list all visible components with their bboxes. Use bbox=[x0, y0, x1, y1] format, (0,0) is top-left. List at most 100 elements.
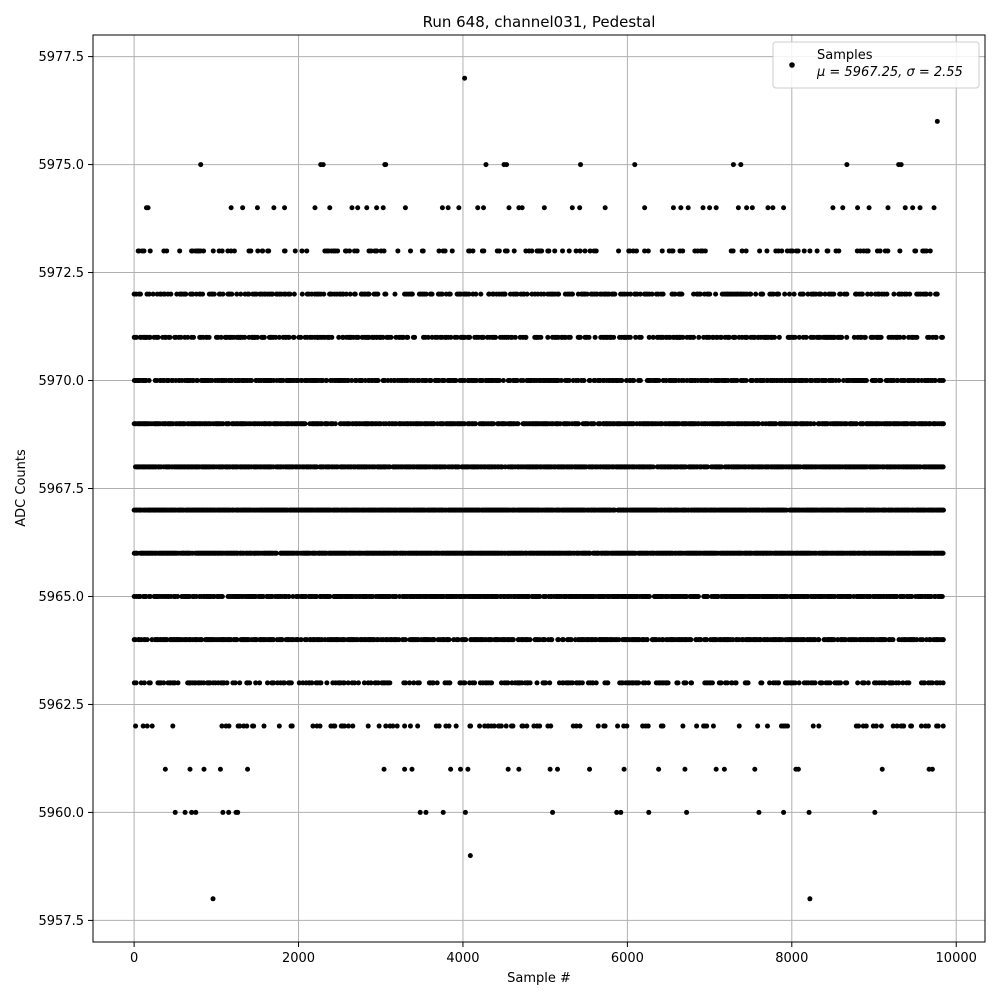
data-point bbox=[472, 680, 478, 686]
data-point bbox=[416, 680, 422, 686]
data-point bbox=[579, 680, 585, 686]
data-point bbox=[665, 680, 671, 686]
data-point bbox=[593, 680, 599, 686]
data-point bbox=[844, 334, 850, 340]
data-point bbox=[576, 421, 581, 427]
data-points bbox=[131, 75, 946, 902]
data-point bbox=[691, 334, 697, 340]
data-point bbox=[719, 464, 725, 470]
data-point bbox=[387, 680, 393, 686]
data-point bbox=[836, 378, 842, 384]
data-point bbox=[147, 680, 153, 686]
data-point bbox=[547, 680, 553, 686]
data-point bbox=[605, 680, 611, 686]
data-point bbox=[709, 680, 715, 686]
data-point bbox=[878, 378, 884, 384]
data-point bbox=[705, 464, 711, 470]
data-point bbox=[838, 680, 844, 686]
data-point bbox=[527, 680, 533, 686]
data-point bbox=[493, 334, 499, 340]
data-point bbox=[286, 593, 292, 599]
data-point bbox=[940, 507, 946, 513]
data-point bbox=[133, 680, 139, 686]
data-point bbox=[637, 378, 643, 384]
data-point bbox=[862, 334, 868, 340]
data-point bbox=[718, 680, 724, 686]
data-point bbox=[288, 680, 294, 686]
data-point bbox=[224, 680, 230, 686]
data-point bbox=[489, 680, 495, 686]
data-point bbox=[776, 680, 782, 686]
data-point bbox=[249, 378, 255, 384]
data-point bbox=[645, 680, 651, 686]
data-point bbox=[940, 637, 946, 643]
data-point bbox=[242, 334, 248, 340]
data-point bbox=[510, 637, 516, 643]
data-point bbox=[759, 680, 765, 686]
data-point bbox=[219, 593, 225, 599]
data-point bbox=[586, 334, 592, 340]
data-point bbox=[355, 680, 361, 686]
data-point bbox=[581, 378, 587, 384]
data-point bbox=[318, 680, 324, 686]
data-point bbox=[577, 334, 583, 340]
data-point bbox=[332, 421, 338, 427]
data-point bbox=[939, 334, 945, 340]
data-point bbox=[646, 593, 652, 599]
data-point bbox=[232, 680, 238, 686]
data-point bbox=[733, 680, 739, 686]
data-point bbox=[462, 680, 468, 686]
data-point bbox=[939, 593, 945, 599]
data-point bbox=[696, 334, 702, 340]
data-point bbox=[523, 334, 529, 340]
data-point bbox=[940, 464, 946, 470]
data-point bbox=[812, 680, 818, 686]
data-point bbox=[811, 421, 817, 427]
data-point bbox=[878, 334, 884, 340]
data-point bbox=[327, 593, 333, 599]
data-point bbox=[545, 334, 551, 340]
data-point bbox=[940, 550, 946, 556]
data-point bbox=[827, 680, 833, 686]
data-point bbox=[473, 421, 479, 427]
data-point bbox=[290, 593, 296, 599]
data-point bbox=[393, 593, 399, 599]
data-point bbox=[743, 378, 749, 384]
data-point bbox=[463, 637, 469, 643]
data-point bbox=[683, 680, 689, 686]
data-point bbox=[695, 593, 701, 599]
data-point bbox=[803, 334, 809, 340]
data-point bbox=[940, 421, 946, 427]
data-point bbox=[146, 378, 152, 384]
data-point bbox=[175, 680, 181, 686]
data-point bbox=[631, 378, 637, 384]
data-point bbox=[644, 637, 650, 643]
data-point bbox=[247, 680, 253, 686]
data-point bbox=[388, 334, 394, 340]
data-point bbox=[688, 637, 694, 643]
data-point bbox=[611, 334, 617, 340]
data-point bbox=[144, 637, 150, 643]
data-point bbox=[286, 334, 292, 340]
data-point bbox=[890, 637, 896, 643]
data-point bbox=[434, 680, 440, 686]
data-point bbox=[914, 334, 920, 340]
data-point bbox=[261, 334, 267, 340]
data-point bbox=[538, 334, 544, 340]
data-point bbox=[329, 334, 335, 340]
data-point bbox=[191, 334, 197, 340]
data-point bbox=[534, 680, 540, 686]
data-point bbox=[161, 680, 167, 686]
data-point bbox=[405, 334, 411, 340]
data-point bbox=[816, 637, 822, 643]
data-point bbox=[141, 680, 147, 686]
data-point bbox=[167, 334, 173, 340]
data-point bbox=[636, 680, 642, 686]
data-point bbox=[257, 680, 263, 686]
data-point bbox=[302, 421, 308, 427]
data-point bbox=[515, 421, 521, 427]
data-point bbox=[412, 334, 418, 340]
data-point bbox=[324, 680, 330, 686]
data-point bbox=[745, 680, 751, 686]
